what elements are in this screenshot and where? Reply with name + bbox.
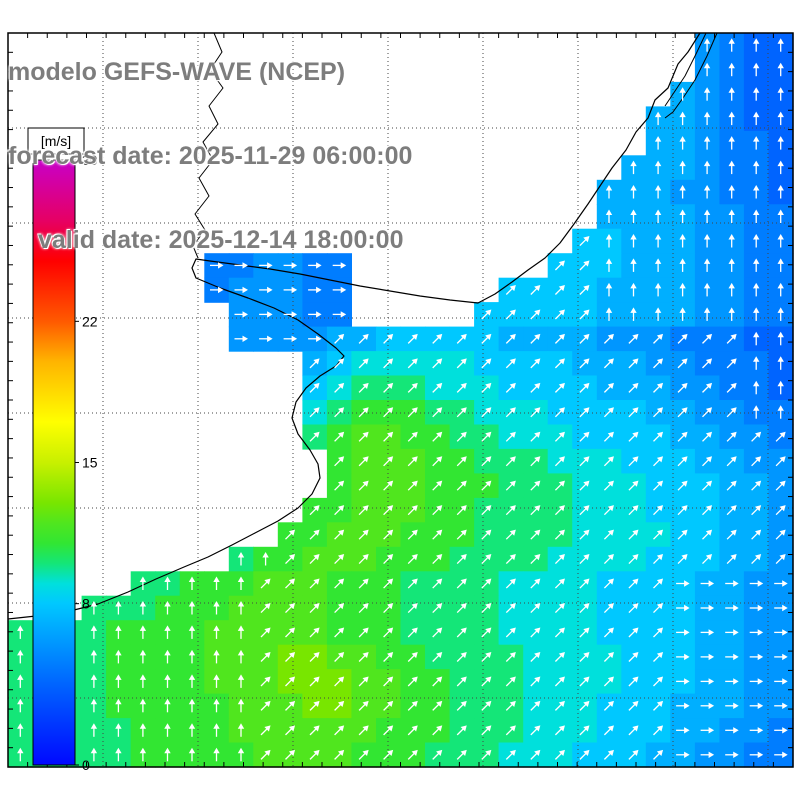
coastline: [7, 32, 718, 620]
valid-date: valid date: 2025-12-14 18:00:00: [38, 226, 404, 254]
colorbar-tick-label: 8: [82, 596, 90, 612]
map-header: modelo GEFS-WAVE (NCEP) forecast date: 2…: [8, 2, 412, 310]
colorbar-tick-label: 0: [82, 757, 90, 773]
colorbar-units-label: [m/s]: [41, 133, 71, 149]
forecast-date: forecast date: 2025-11-29 06:00:00: [8, 142, 413, 170]
colorbar-units-box: [27, 127, 85, 155]
graticule-gridlines: [8, 33, 793, 767]
colorbar-tick-label: 30: [82, 152, 98, 168]
wind-arrows: [17, 38, 788, 762]
colorbar-gradient: [32, 159, 76, 766]
model-title: modelo GEFS-WAVE (NCEP): [8, 58, 346, 86]
colorbar: [m/s] 30 22 15 8 0: [27, 127, 98, 773]
colorbar-tick-label: 22: [82, 313, 98, 329]
map-frame: [7, 32, 794, 768]
colorbar-tick-label: 15: [82, 455, 98, 471]
